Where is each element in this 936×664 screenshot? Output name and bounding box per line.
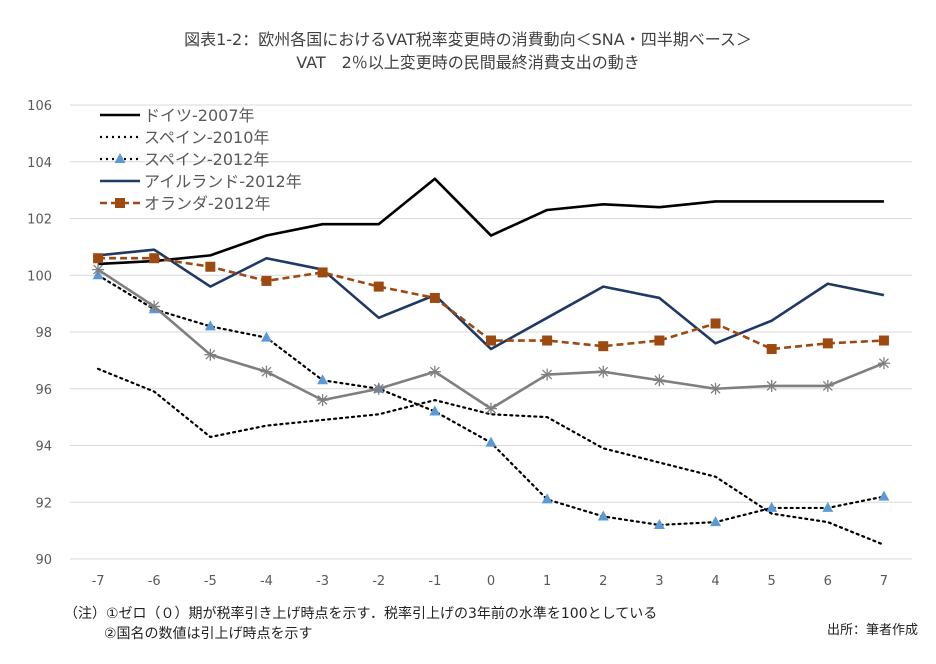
data-point-asterisk: [597, 365, 610, 378]
series-lines: [92, 177, 890, 546]
data-point-asterisk: [428, 365, 441, 378]
data-point-asterisk: [260, 365, 273, 378]
data-point-square: [766, 344, 777, 355]
data-point-triangle: [114, 153, 126, 163]
data-point-asterisk: [541, 368, 554, 381]
y-tick-label: 94: [35, 440, 52, 455]
data-point-asterisk: [92, 263, 105, 276]
data-point-asterisk: [148, 300, 161, 313]
y-tick-label: 98: [35, 326, 52, 341]
x-tick-label: -1: [428, 574, 441, 589]
axis-labels: 90 92 94 96 98 100 102 104 106 -7 -6 -5 -4 -3 -2 -1 0 1 2 3…: [27, 99, 888, 589]
data-point-square: [373, 281, 384, 292]
x-tick-label: -5: [204, 574, 217, 589]
data-point-triangle: [260, 331, 272, 342]
x-tick-label: 4: [711, 574, 719, 589]
x-tick-label: 5: [768, 574, 776, 589]
line-chart: 90 92 94 96 98 100 102 104 106 -7 -6 -5 -4 -3 -2 -1 0 1 2 3…: [27, 99, 912, 589]
data-point-square: [542, 335, 553, 346]
x-tick-label: -7: [92, 574, 105, 589]
y-tick-label: 106: [27, 99, 52, 114]
data-point-triangle: [766, 501, 778, 512]
series-line-1: [96, 367, 886, 546]
data-point-square: [149, 253, 160, 264]
data-point-asterisk: [204, 348, 217, 361]
data-point-square: [93, 253, 104, 264]
data-point-triangle: [429, 405, 441, 416]
y-tick-label: 100: [27, 269, 52, 284]
y-tick-label: 102: [27, 213, 52, 228]
data-point-asterisk: [765, 379, 778, 392]
series-line-4: [98, 256, 884, 351]
data-point-square: [317, 267, 328, 278]
data-point-asterisk: [877, 357, 890, 370]
data-point-asterisk: [709, 382, 722, 395]
data-point-triangle: [822, 501, 834, 512]
legend-label: ドイツ-2007年: [144, 106, 255, 125]
legend-label: オランダ-2012年: [144, 194, 271, 213]
data-point-square: [486, 335, 496, 346]
data-point-triangle: [485, 436, 497, 447]
data-point-triangle: [597, 510, 609, 521]
x-tick-label: -6: [148, 574, 161, 589]
legend-label: アイルランド-2012年: [144, 172, 302, 191]
data-point-triangle: [878, 490, 890, 501]
data-point-square: [598, 341, 609, 352]
data-point-square: [429, 292, 440, 303]
x-tick-label: 2: [599, 574, 607, 589]
data-point-asterisk: [653, 374, 666, 387]
data-point-square: [654, 335, 665, 346]
x-tick-label: -4: [260, 574, 273, 589]
data-point-triangle: [317, 374, 329, 385]
data-point-square: [261, 275, 272, 286]
series-line-3: [97, 248, 885, 351]
data-point-asterisk: [821, 379, 834, 392]
footnote-1: （注）①ゼロ（０）期が税率引き上げ時点を示す．税率引上げの3年前の水準を100と…: [64, 606, 658, 622]
chart-subtitle: VAT 2％以上変更時の民間最終消費支出の動き: [296, 53, 640, 72]
legend-label: スペイン-2012年: [144, 150, 269, 169]
y-tick-label: 104: [27, 156, 52, 171]
x-tick-label: 1: [543, 574, 551, 589]
chart-title: 図表1-2：欧州各国におけるVAT税率変更時の消費動向＜SNA・四半期ベース＞: [184, 30, 752, 49]
data-point-triangle: [710, 516, 722, 527]
data-point-triangle: [541, 493, 553, 504]
data-point-square: [205, 261, 216, 272]
source-credit: 出所：筆者作成: [826, 623, 918, 638]
data-point-asterisk: [316, 394, 329, 407]
x-tick-label: 3: [655, 574, 663, 589]
x-tick-label: 7: [880, 574, 888, 589]
data-point-triangle: [204, 320, 216, 331]
y-tick-label: 96: [35, 383, 52, 398]
legend: ドイツ-2007年スペイン-2010年スペイン-2012年アイルランド-2012…: [100, 106, 302, 213]
series-line-0: [98, 177, 884, 266]
data-point-asterisk: [485, 402, 497, 415]
data-point-asterisk: [372, 382, 385, 395]
y-tick-label: 92: [35, 496, 52, 511]
data-point-square: [710, 318, 721, 329]
data-point-square: [115, 198, 125, 208]
x-tick-label: 6: [824, 574, 832, 589]
data-point-square: [822, 338, 833, 349]
y-tick-label: 90: [35, 553, 52, 568]
x-tick-label: -3: [316, 574, 329, 589]
footnote-2: ②国名の数値は引上げ時点を示す: [104, 626, 313, 642]
legend-label: スペイン-2010年: [144, 128, 269, 147]
data-point-triangle: [653, 518, 665, 529]
x-tick-label: 0: [487, 574, 495, 589]
data-point-square: [878, 335, 889, 346]
series-line-2: [96, 274, 886, 527]
x-tick-label: -2: [372, 574, 385, 589]
